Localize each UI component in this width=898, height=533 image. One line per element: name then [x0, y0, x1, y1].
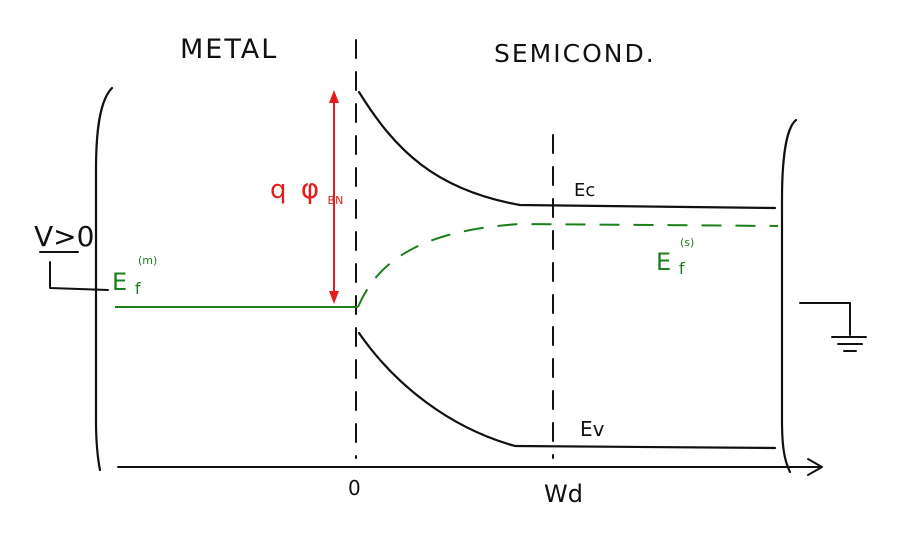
- barrier-height-label: q φ BN: [270, 172, 343, 207]
- semiconductor-fermi-label: E f: [656, 248, 685, 278]
- metal-fermi-sub: f: [135, 279, 141, 298]
- semiconductor-fermi-base: E: [656, 248, 671, 276]
- barrier-arrow-head-top: [329, 90, 339, 103]
- semiconductor-contact-outline: [780, 118, 798, 474]
- valence-band-curve: [357, 331, 777, 450]
- barrier-arrow-head-bottom: [329, 291, 339, 304]
- ground-wire: [799, 302, 851, 336]
- semiconductor-fermi-sup: (s): [680, 236, 694, 249]
- metal-label: METAL: [180, 34, 278, 65]
- origin-label: 0: [348, 476, 361, 500]
- barrier-subscript: BN: [328, 194, 344, 207]
- metal-contact-outline: [94, 86, 114, 472]
- bias-wire: [49, 261, 109, 291]
- barrier-prefix: q: [270, 175, 287, 205]
- semiconductor-fermi-level: [357, 222, 779, 308]
- valence-band-label: Ev: [580, 417, 605, 441]
- metal-fermi-label: E f: [112, 268, 141, 298]
- conduction-band-curve: [357, 90, 777, 210]
- semiconductor-fermi-sub: f: [679, 259, 685, 278]
- ground-icon: [831, 336, 867, 352]
- metal-fermi-sup: (m): [138, 254, 157, 267]
- barrier-symbol: φ: [301, 172, 319, 205]
- conduction-band-label: Ec: [574, 180, 595, 201]
- semiconductor-label: SEMICOND.: [494, 39, 656, 68]
- bias-label: V>0: [34, 220, 94, 253]
- position-axis-arrowhead: [807, 458, 823, 476]
- metal-fermi-base: E: [112, 268, 127, 296]
- depletion-width-label: Wd: [544, 480, 583, 508]
